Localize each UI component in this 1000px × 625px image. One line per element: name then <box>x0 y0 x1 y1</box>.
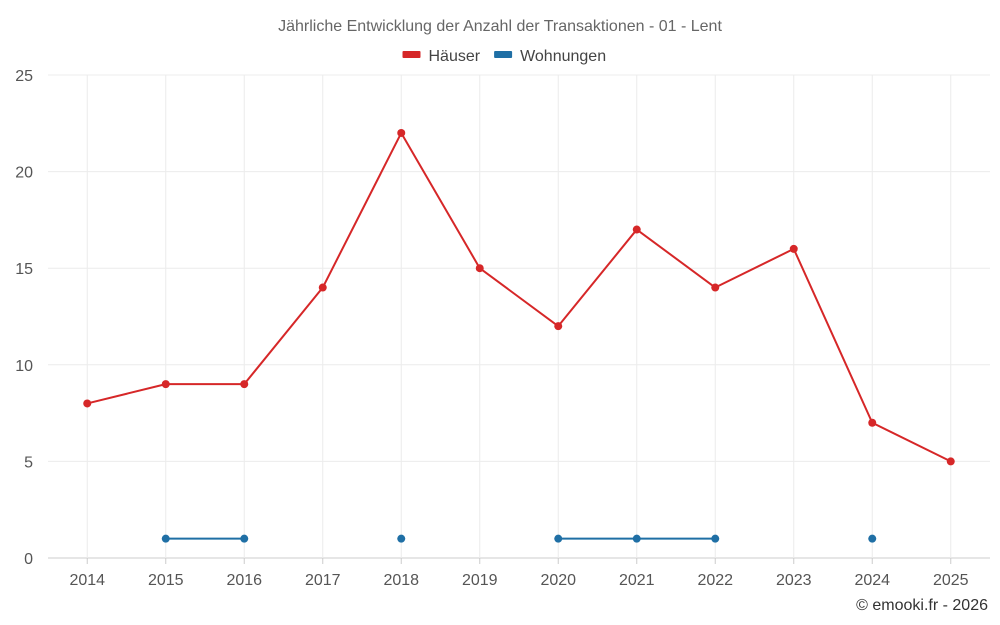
y-tick-label: 25 <box>15 68 33 85</box>
x-tick-label: 2018 <box>383 572 419 589</box>
data-point-0-2018[interactable] <box>397 128 406 137</box>
legend-label-1[interactable]: Wohnungen <box>520 48 606 65</box>
y-tick-label: 5 <box>24 454 33 471</box>
data-point-1-2024[interactable] <box>868 534 877 543</box>
grid-lines <box>48 74 990 559</box>
chart-title: Jährliche Entwicklung der Anzahl der Tra… <box>278 18 722 35</box>
legend-swatch-0 <box>402 51 421 58</box>
x-tick-label: 2016 <box>226 572 262 589</box>
data-point-0-2015[interactable] <box>161 380 170 389</box>
x-tick-label: 2025 <box>933 572 969 589</box>
y-tick-label: 0 <box>24 551 33 568</box>
data-point-1-2020[interactable] <box>554 534 563 543</box>
series-lines <box>87 131 952 540</box>
legend: Häuser Wohnungen <box>402 48 606 65</box>
data-point-1-2021[interactable] <box>632 534 641 543</box>
data-point-0-2019[interactable] <box>475 264 484 273</box>
x-tick-label: 2024 <box>854 572 890 589</box>
x-tick-label: 2023 <box>776 572 812 589</box>
data-point-0-2017[interactable] <box>318 283 327 292</box>
data-point-0-2014[interactable] <box>83 399 92 408</box>
legend-label-0[interactable]: Häuser <box>429 48 481 65</box>
x-tick-label: 2015 <box>148 572 184 589</box>
series-line-0 <box>87 131 952 463</box>
data-point-0-2025[interactable] <box>946 457 955 466</box>
data-point-1-2016[interactable] <box>240 534 249 543</box>
y-axis-ticks: 0 5 10 15 20 25 <box>15 68 33 568</box>
data-point-0-2020[interactable] <box>554 322 563 331</box>
x-tick-label: 2019 <box>462 572 498 589</box>
data-point-0-2021[interactable] <box>632 225 641 234</box>
data-point-1-2022[interactable] <box>711 534 720 543</box>
x-axis-ticks: 2014 2015 2016 2017 2018 2019 2020 2021 2022 2023… <box>69 558 969 589</box>
data-point-0-2022[interactable] <box>711 283 720 292</box>
x-tick-label: 2020 <box>540 572 576 589</box>
x-tick-label: 2014 <box>69 572 105 589</box>
data-point-0-2016[interactable] <box>240 380 249 389</box>
legend-swatch-1 <box>494 51 513 58</box>
data-point-0-2024[interactable] <box>868 418 877 427</box>
data-point-1-2015[interactable] <box>161 534 170 543</box>
y-tick-label: 15 <box>15 261 33 278</box>
data-point-0-2023[interactable] <box>789 244 798 253</box>
x-tick-label: 2017 <box>305 572 341 589</box>
credit-text: © emooki.fr - 2026 <box>856 597 988 614</box>
data-point-1-2018[interactable] <box>397 534 406 543</box>
y-tick-label: 20 <box>15 165 33 182</box>
series-points <box>83 128 955 543</box>
x-tick-label: 2022 <box>697 572 733 589</box>
y-tick-label: 10 <box>15 358 33 375</box>
x-tick-label: 2021 <box>619 572 655 589</box>
